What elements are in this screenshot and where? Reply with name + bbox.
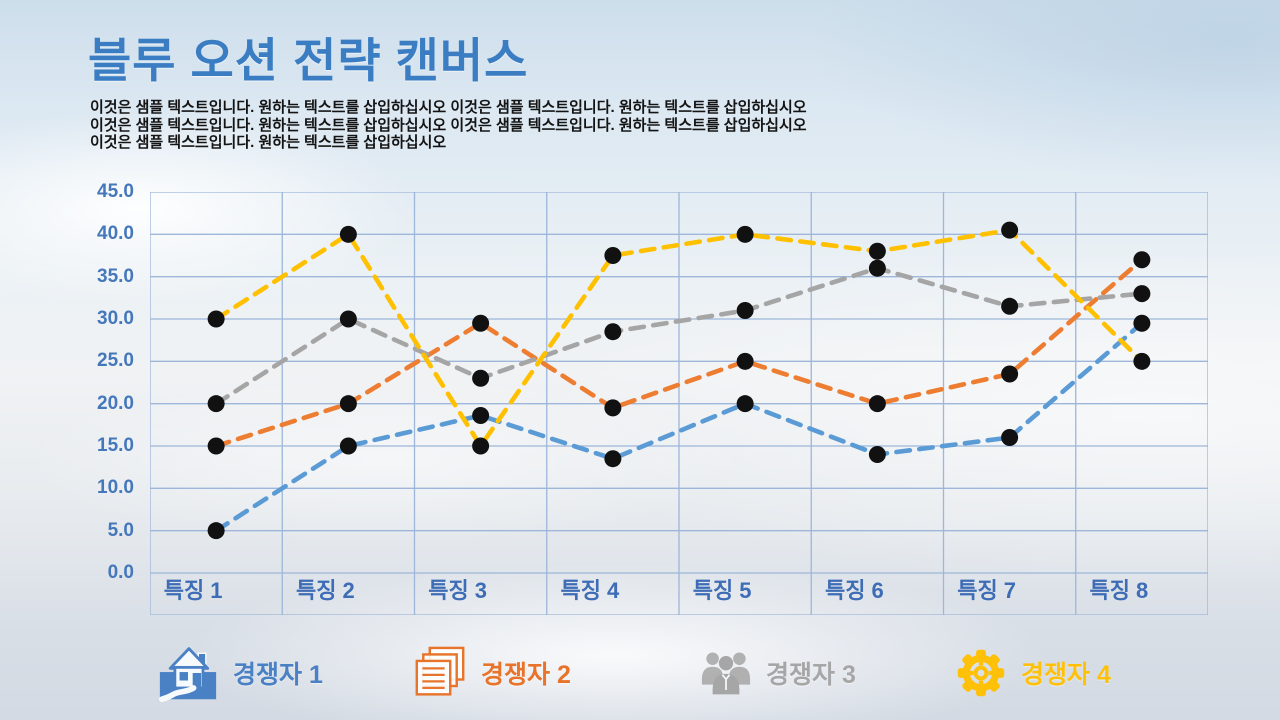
legend-label: 경쟁자 4 <box>1021 661 1111 689</box>
category-label: 특징 1 <box>164 578 223 603</box>
data-point <box>207 310 225 328</box>
legend-label: 경쟁자 3 <box>766 661 856 689</box>
category-label: 특징 7 <box>957 578 1016 603</box>
data-point <box>604 323 622 341</box>
house-icon <box>158 647 217 702</box>
line-chart-plot: 특징 1 특징 2 특징 3 특징 4 특징 5 특징 6 특징 7 특징 8 <box>150 192 1208 615</box>
grid <box>150 192 1208 615</box>
data-point <box>472 437 490 455</box>
documents-icon <box>415 646 465 696</box>
data-point <box>736 395 754 413</box>
series-line <box>213 257 1145 449</box>
data-point <box>207 522 225 540</box>
data-point <box>1133 314 1151 332</box>
data-point <box>868 445 886 463</box>
people-icon <box>701 652 751 695</box>
data-point <box>736 352 754 370</box>
data-point <box>207 437 225 455</box>
page-title: 블루 오션 전략 캔버스 <box>88 34 529 87</box>
data-point <box>1133 285 1151 303</box>
data-point <box>604 247 622 264</box>
data-point <box>604 399 622 417</box>
data-point <box>1133 352 1151 370</box>
series-line <box>213 320 1145 533</box>
data-point <box>339 310 357 328</box>
category-label: 특징 8 <box>1089 578 1148 603</box>
y-tick-label: 5.0 <box>107 519 134 541</box>
data-point <box>339 395 357 413</box>
gear-icon <box>957 649 1005 697</box>
y-tick-label: 0.0 <box>107 561 134 583</box>
data-point <box>472 407 490 425</box>
data-point <box>1001 365 1019 383</box>
legend-item-competitor-3: 경쟁자 3 <box>701 641 856 705</box>
data-point <box>1001 221 1019 239</box>
series-line <box>213 265 1145 406</box>
legend-item-competitor-4: 경쟁자 4 <box>956 641 1111 705</box>
category-label: 특징 4 <box>560 578 620 603</box>
legend-label: 경쟁자 2 <box>481 661 571 689</box>
data-point <box>472 369 490 387</box>
data-point <box>472 314 490 332</box>
data-point <box>1133 251 1151 269</box>
data-point <box>339 437 357 455</box>
category-label: 특징 6 <box>825 578 884 603</box>
y-tick-label: 10.0 <box>97 477 134 499</box>
data-point <box>868 259 886 277</box>
data-point <box>868 242 886 260</box>
category-label: 특징 5 <box>693 578 752 603</box>
data-point <box>339 225 357 243</box>
y-tick-label: 40.0 <box>97 223 134 245</box>
data-point <box>736 225 754 243</box>
y-tick-label: 30.0 <box>97 307 134 329</box>
data-point <box>868 395 886 413</box>
y-tick-label: 45.0 <box>97 181 134 202</box>
series-line <box>213 227 1145 449</box>
data-point <box>604 450 622 468</box>
legend-item-competitor-1: 경쟁자 1 <box>158 641 323 705</box>
y-tick-label: 35.0 <box>97 265 134 287</box>
legend-label: 경쟁자 1 <box>233 661 323 689</box>
intro-line: 이것은 샘플 텍스트입니다. 원하는 텍스트를 삽입하십시오 <box>90 134 447 151</box>
data-point <box>736 302 754 320</box>
intro-line: 이것은 샘플 텍스트입니다. 원하는 텍스트를 삽입하십시오 이것은 샘플 텍스… <box>90 99 807 116</box>
legend-item-competitor-2: 경쟁자 2 <box>414 641 571 705</box>
category-label: 특징 2 <box>296 578 355 603</box>
category-label: 특징 3 <box>428 578 487 603</box>
y-tick-label: 15.0 <box>97 434 134 456</box>
intro-line: 이것은 샘플 텍스트입니다. 원하는 텍스트를 삽입하십시오 이것은 샘플 텍스… <box>90 116 807 134</box>
data-point <box>207 395 225 413</box>
y-tick-label: 25.0 <box>97 350 134 372</box>
intro-text: 이것은 샘플 텍스트입니다. 원하는 텍스트를 삽입하십시오 이것은 샘플 텍스… <box>90 99 1010 152</box>
data-point <box>1001 297 1019 315</box>
data-point <box>1001 429 1019 447</box>
y-tick-label: 20.0 <box>97 392 134 414</box>
